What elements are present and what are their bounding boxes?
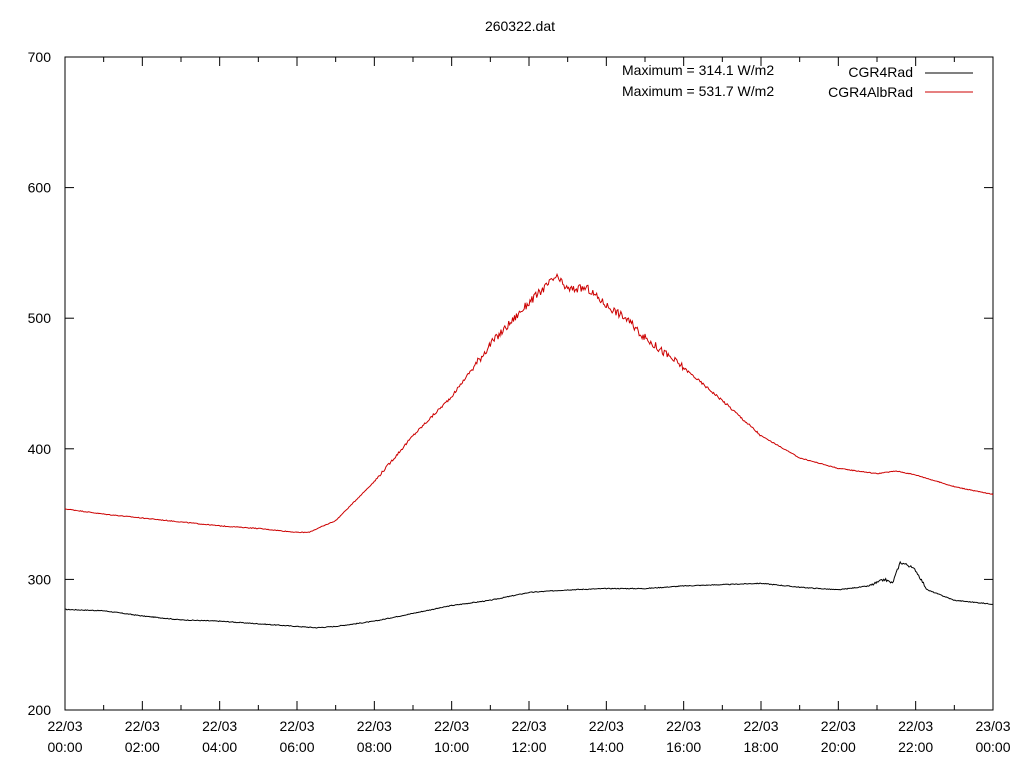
x-tick-label-time: 02:00	[125, 739, 160, 755]
series-layer	[64, 272, 994, 629]
y-tick-label: 400	[28, 441, 52, 457]
y-axis: 200 300 400 500 600 700	[28, 49, 993, 718]
series-line-cgr4rad	[64, 560, 993, 629]
x-tick-label-time: 12:00	[511, 739, 546, 755]
x-tick-label-date: 22/03	[357, 718, 392, 734]
x-tick-label-date: 22/03	[821, 718, 856, 734]
annotation-max-cgr4albrad: Maximum = 531.7 W/m2	[622, 83, 774, 99]
x-tick-label-date: 22/03	[743, 718, 778, 734]
x-tick-label-time: 10:00	[434, 739, 469, 755]
x-tick-label-time: 16:00	[666, 739, 701, 755]
x-tick-label-date: 22/03	[279, 718, 314, 734]
x-tick-label-time: 22:00	[898, 739, 933, 755]
x-tick-label-date: 23/03	[975, 718, 1010, 734]
x-axis: 22/03 00:00 22/03 02:00 22/03 04:00 22/03 06:00…	[47, 57, 1011, 755]
chart-title: 260322.dat	[485, 18, 555, 34]
x-tick-label-time: 20:00	[821, 739, 856, 755]
x-tick-label-date: 22/03	[589, 718, 624, 734]
x-tick-label-date: 22/03	[47, 718, 82, 734]
x-tick-label-date: 22/03	[434, 718, 469, 734]
legend-label-cgr4rad: CGR4Rad	[848, 64, 913, 80]
x-tick-label-time: 00:00	[975, 739, 1010, 755]
x-tick-label-date: 22/03	[511, 718, 546, 734]
x-tick-label-date: 22/03	[125, 718, 160, 734]
y-tick-label: 500	[28, 310, 52, 326]
x-tick-label-time: 08:00	[357, 739, 392, 755]
plot-area-border	[64, 56, 994, 711]
x-tick-label-time: 06:00	[279, 739, 314, 755]
x-tick-label-time: 18:00	[743, 739, 778, 755]
y-tick-label: 700	[28, 49, 52, 65]
legend: CGR4Rad CGR4AlbRad	[828, 64, 973, 100]
series-line-cgr4albrad	[64, 272, 994, 534]
y-tick-label: 600	[28, 180, 52, 196]
y-tick-label: 200	[28, 702, 52, 718]
y-tick-label: 300	[28, 571, 52, 587]
x-tick-label-date: 22/03	[666, 718, 701, 734]
x-tick-label-time: 04:00	[202, 739, 237, 755]
x-tick-label-date: 22/03	[898, 718, 933, 734]
legend-label-cgr4albrad: CGR4AlbRad	[828, 84, 913, 100]
x-tick-label-date: 22/03	[202, 718, 237, 734]
x-tick-label-time: 00:00	[47, 739, 82, 755]
x-tick-label-time: 14:00	[589, 739, 624, 755]
annotation-max-cgr4rad: Maximum = 314.1 W/m2	[622, 62, 774, 78]
